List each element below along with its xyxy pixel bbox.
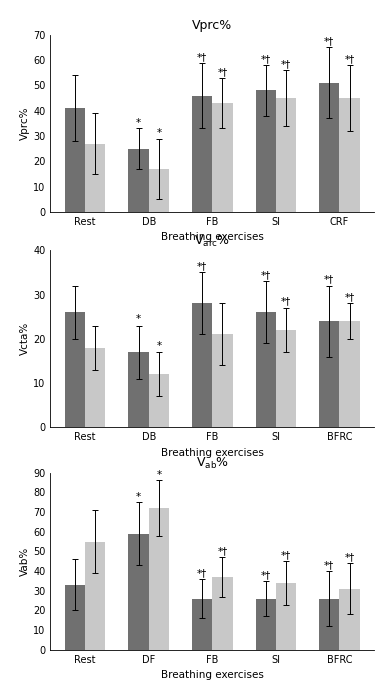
- Text: *†: *†: [281, 297, 291, 306]
- Text: *: *: [136, 314, 141, 324]
- Bar: [276, 98, 296, 212]
- Title: Vprc%: Vprc%: [192, 19, 232, 32]
- Bar: [319, 321, 339, 427]
- Bar: [192, 598, 212, 650]
- Text: *†: *†: [261, 54, 271, 65]
- Bar: [276, 330, 296, 427]
- Bar: [129, 149, 149, 212]
- Y-axis label: Vcta%: Vcta%: [20, 322, 30, 355]
- Bar: [85, 144, 105, 212]
- Bar: [149, 374, 169, 427]
- Bar: [256, 90, 276, 212]
- Bar: [212, 334, 233, 427]
- Bar: [192, 303, 212, 427]
- Bar: [339, 321, 360, 427]
- X-axis label: Breathing exercises: Breathing exercises: [161, 448, 264, 458]
- Text: *†: *†: [344, 553, 355, 562]
- Bar: [212, 103, 233, 212]
- Text: *†: *†: [324, 37, 334, 47]
- Text: *†: *†: [281, 60, 291, 70]
- Y-axis label: Vprc%: Vprc%: [20, 106, 30, 140]
- Text: *†: *†: [261, 270, 271, 280]
- Bar: [192, 95, 212, 212]
- Text: *†: *†: [197, 569, 207, 578]
- Text: *: *: [136, 491, 141, 502]
- Text: *†: *†: [324, 560, 334, 571]
- Bar: [212, 577, 233, 650]
- Text: *†: *†: [197, 261, 207, 271]
- Bar: [339, 98, 360, 212]
- Text: *†: *†: [197, 52, 207, 62]
- X-axis label: Breathing exercises: Breathing exercises: [161, 232, 264, 243]
- Text: *: *: [156, 128, 161, 138]
- Bar: [65, 585, 85, 650]
- Bar: [256, 598, 276, 650]
- Title: $\mathrm{V_{ab}}$%: $\mathrm{V_{ab}}$%: [196, 456, 229, 471]
- X-axis label: Breathing exercises: Breathing exercises: [161, 670, 264, 680]
- Y-axis label: Vab%: Vab%: [20, 546, 30, 576]
- Legend: Vprc% sitting, Vprc% 30° inclination: Vprc% sitting, Vprc% 30° inclination: [119, 284, 306, 293]
- Bar: [149, 508, 169, 650]
- Text: *: *: [156, 470, 161, 480]
- Text: *†: *†: [261, 571, 271, 580]
- Bar: [65, 108, 85, 212]
- Bar: [339, 589, 360, 650]
- Text: *†: *†: [344, 54, 355, 65]
- Bar: [129, 352, 149, 427]
- Text: *†: *†: [281, 550, 291, 561]
- Text: *†: *†: [324, 275, 334, 284]
- Bar: [319, 83, 339, 212]
- Bar: [149, 169, 169, 212]
- Text: *: *: [156, 341, 161, 351]
- Text: *†: *†: [344, 292, 355, 302]
- Bar: [319, 598, 339, 650]
- Text: *: *: [136, 117, 141, 128]
- Legend: Varc% sitting, Varc% 30° inclination: Varc% sitting, Varc% 30° inclination: [120, 499, 305, 508]
- Bar: [276, 583, 296, 650]
- Bar: [129, 534, 149, 650]
- Text: *†: *†: [217, 547, 228, 557]
- Title: $\mathrm{V_{arc}}$%: $\mathrm{V_{arc}}$%: [194, 234, 230, 249]
- Text: *†: *†: [217, 67, 228, 77]
- Bar: [85, 541, 105, 650]
- Bar: [65, 312, 85, 427]
- Bar: [85, 348, 105, 427]
- Bar: [256, 312, 276, 427]
